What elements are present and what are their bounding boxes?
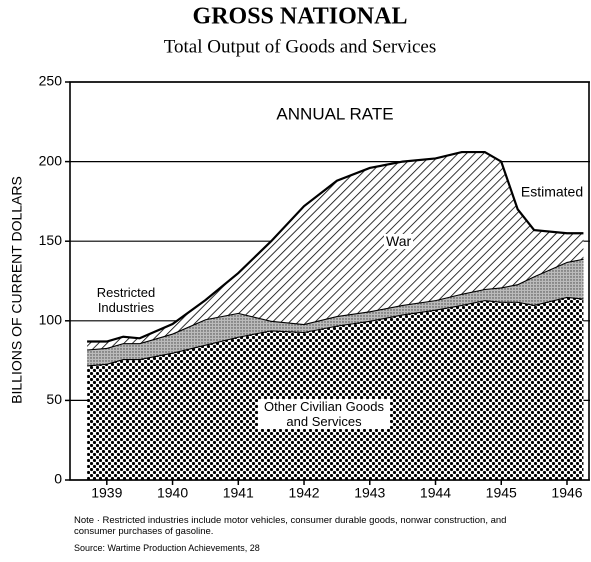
y-axis-label: BILLIONS OF CURRENT DOLLARS [9, 176, 25, 404]
area [87, 258, 584, 366]
x-tick-label: 1942 [288, 485, 319, 501]
x-tick-label: 1941 [223, 485, 254, 501]
annotation: ANNUAL RATE [276, 104, 393, 123]
source: Source: Wartime Production Achievements,… [74, 543, 260, 553]
x-tick-label: 1943 [354, 485, 385, 501]
x-tick-label: 1944 [420, 485, 451, 501]
chart-subtitle: Total Output of Goods and Services [164, 36, 437, 57]
annotation: Estimated [521, 184, 583, 200]
y-tick-label: 50 [46, 391, 62, 407]
area-edge [87, 150, 584, 343]
area [87, 152, 584, 350]
plot-frame [69, 81, 590, 481]
y-tick-label: 200 [39, 152, 63, 168]
x-tick-label: 1945 [486, 485, 517, 501]
y-tick-label: 100 [39, 312, 63, 328]
x-tick-label: 1939 [91, 485, 122, 501]
x-tick-label: 1940 [157, 485, 188, 501]
chart-title: GROSS NATIONAL [193, 4, 408, 30]
series-label: Other Civilian Goods and Services [258, 399, 390, 429]
y-tick-label: 0 [54, 471, 62, 487]
y-tick-label: 250 [39, 73, 63, 89]
series-label: Restricted Industries [86, 285, 166, 315]
y-tick-label: 150 [39, 232, 63, 248]
note: Note · Restricted industries include mot… [74, 515, 507, 537]
series-label: War [384, 233, 414, 249]
x-tick-label: 1946 [551, 485, 582, 501]
area [87, 296, 584, 480]
